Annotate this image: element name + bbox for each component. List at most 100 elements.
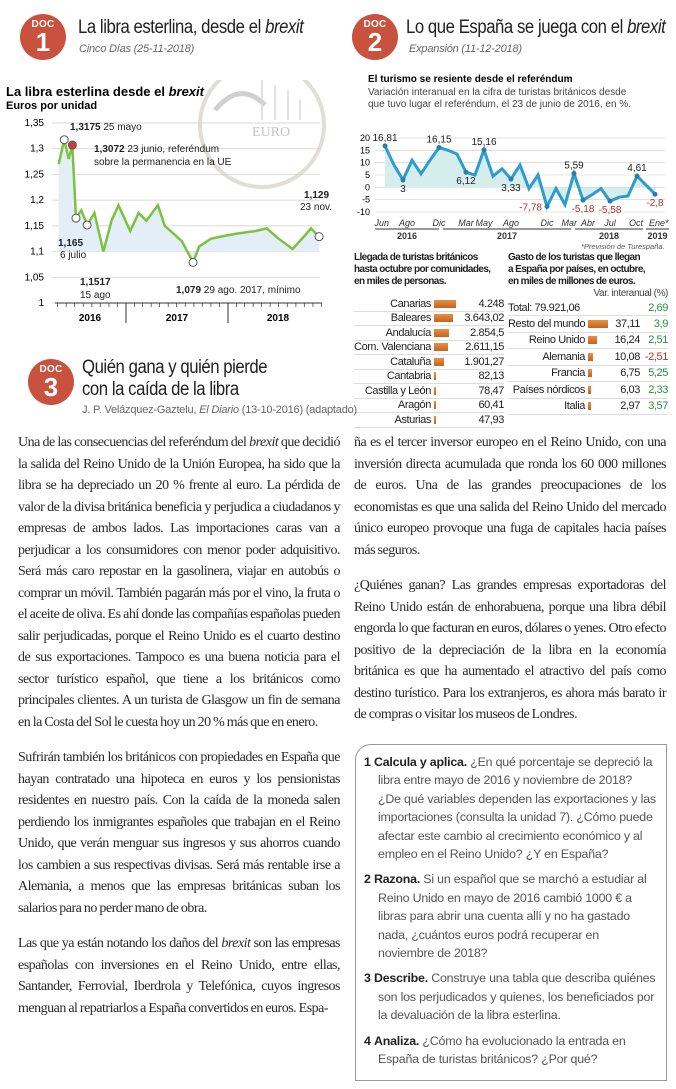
exercise-item: 3 Describe. Construye una tabla que desc… [364,969,656,1024]
region-name: Andalucía [385,326,432,339]
bar [588,385,592,394]
tourism-chart-title: El turismo se resiente desde el referénd… [368,74,573,85]
var-value: 5,25 [648,367,668,380]
data-point [382,143,388,149]
y-tick-label: 1,2 [30,195,44,206]
data-point [436,144,442,150]
country-name: Alemania [542,350,585,363]
data-point [59,135,69,145]
data-label: 16,15 [426,134,451,145]
month-label: Jun [373,218,389,228]
month-label: Oct [629,218,644,228]
y-tick-label: 5 [365,170,370,180]
bar [588,369,592,378]
bar [588,402,591,411]
spending-row: Países nórdicos 6,03 2,33 [508,382,668,399]
month-label: Mar [458,218,475,228]
bar [434,343,448,352]
arrivals-row: Castilla y León 78,47 [354,384,504,399]
exercise-text: Si un español que se marchó a estudiar a… [378,872,647,961]
data-point [607,198,613,204]
euro-coin-icon: EURO [198,80,326,189]
y-tick-label: 0 [365,182,370,192]
data-point [463,169,469,175]
data-point [71,213,81,223]
country-name: Italia [564,400,585,413]
bar [434,314,453,323]
tourism-area [385,145,655,207]
exercise-verb: Describe. [373,971,428,986]
year-label: 2018 [267,313,290,324]
data-point [67,140,77,150]
data-label: 15,16 [471,137,496,148]
annotation-minimum: 1,079 29 ago. 2017, mínimo [176,285,301,296]
bar [434,415,436,424]
data-point [188,257,198,267]
arrivals-row: Andalucía 2.854,5 [354,326,504,341]
year-label: 2016 [79,313,102,324]
data-point [571,171,577,177]
tourism-chart-subtitle-1: Variación interanual en la cifra de turi… [368,87,627,98]
annotation-last-date: 23 nov. [300,202,332,213]
bar [434,401,436,410]
exercises-box: 1 Calcula y aplica. ¿En qué porcentaje s… [355,744,667,1081]
exercise-item: 1 Calcula y aplica. ¿En qué porcentaje s… [364,753,656,863]
arrivals-row: Canarias 4.248 [354,297,504,312]
region-name: Cataluña [390,355,431,368]
spending-row: Francia 6,75 5,25 [508,366,668,382]
tourism-note: *Previsión de Turespaña. [581,242,665,250]
y-tick-label: -5 [362,195,370,205]
spending-row: Italia 2,97 3,57 [508,399,668,415]
year-label: 2017 [497,231,517,241]
var-value: 2,33 [648,383,668,396]
bar [588,352,594,361]
annotation-last-value: 1,129 [304,190,329,201]
arrivals-value: 82,13 [478,370,504,383]
arrivals-value: 60,41 [478,399,504,412]
arrivals-title: Llegada de turistas británicos hasta octu… [354,252,491,287]
spending-value: 6,03 [620,383,640,396]
var-value: 2,51 [648,334,668,347]
exercise-item: 2 Razona. Si un español que se marchó a … [364,870,656,962]
arrivals-row: Com. Valenciana 2.611,15 [354,341,504,355]
arrivals-value: 4.248 [478,297,504,310]
month-label: Ago [502,218,519,228]
pound-line [57,139,320,266]
year-label: 2017 [166,313,189,324]
data-point [508,176,514,182]
tourism-chart-subtitle-2: que tuvo lugar el referéndum, el 23 de j… [368,99,631,110]
pound-chart-subtitle: Euros por unidad [6,100,97,112]
arrivals-row: Aragón 60,41 [354,399,504,413]
arrivals-row: Asturias 47,93 [354,413,504,428]
doc3-source: J. P. Velázquez-Gaztelu, El Diario (13-1… [82,404,357,416]
data-label: 3 [400,184,406,195]
svg-text:EURO: EURO [252,125,290,140]
data-point [400,177,406,183]
spending-row: Alemania 10,08 -2,51 [508,349,668,366]
data-label: 6,12 [456,176,476,187]
spending-value: 6,75 [620,367,640,380]
annotation-15-ago: 15 ago [80,290,111,301]
doc3-title: Quién gana y quién pierde con la caída de… [82,357,268,400]
data-point [314,232,324,242]
y-tick-label: 1,15 [25,221,45,232]
bar [434,386,436,395]
arrivals-value: 2.611,15 [465,341,504,354]
annotation-15-ago-value: 1,1517 [80,277,111,288]
country-name: Resto del mundo [508,317,586,330]
y-tick-label: 1,35 [25,118,45,129]
var-header: Var. interanual (%) [593,288,669,299]
data-label: -5,18 [572,204,595,215]
annotation-6-julio-value: 1,165 [58,238,83,249]
doc1-title: La libra esterlina, desde el brexit [78,17,304,38]
annotation-referendum: 1,3072 23 junio, referéndum [94,144,219,155]
exercise-verb: Calcula y aplica. [373,755,467,769]
exercise-number: 1 [364,755,371,769]
arrivals-row: Baleares 3.643,02 [354,312,504,326]
month-label: Ene* [649,218,669,228]
annotation-referendum-2: sobre la permanencia en la UE [94,157,232,168]
tourism-chart: El turismo se resiente desde el referénd… [357,74,669,250]
data-label: 4,61 [627,163,647,174]
month-label: Jul [603,218,617,228]
year-label: 2016 [397,231,417,241]
